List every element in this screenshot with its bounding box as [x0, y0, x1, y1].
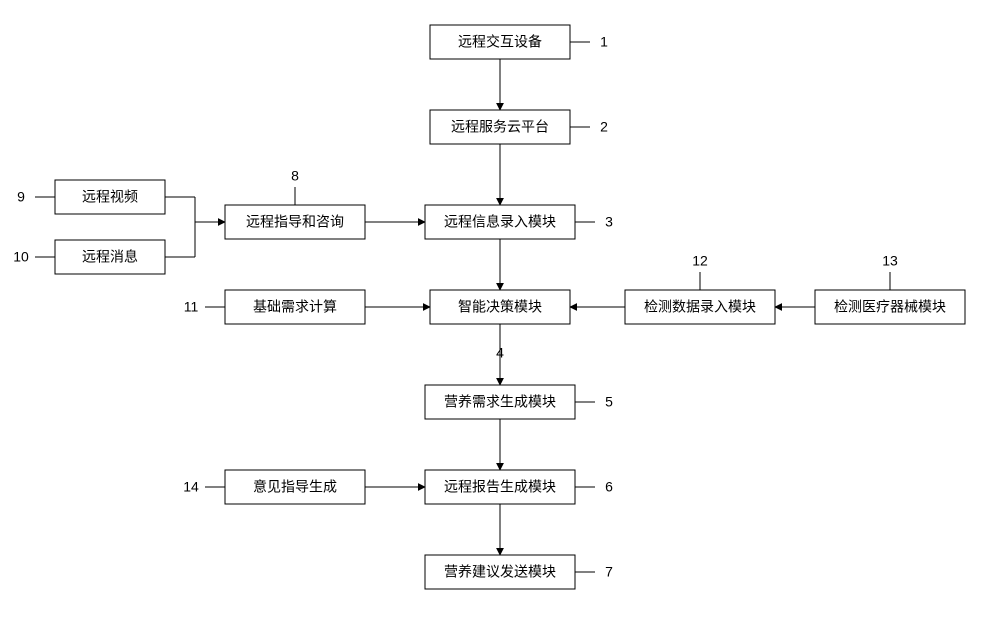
- node-label: 检测数据录入模块: [644, 299, 756, 315]
- node-n14: 意见指导生成 14: [183, 470, 365, 504]
- node-number: 12: [692, 253, 708, 269]
- node-label: 远程信息录入模块: [444, 214, 556, 230]
- node-n3: 远程信息录入模块 3: [425, 205, 613, 239]
- node-label: 营养需求生成模块: [444, 394, 556, 410]
- node-number: 13: [882, 253, 898, 269]
- node-label: 远程视频: [82, 189, 138, 205]
- node-label: 意见指导生成: [253, 479, 337, 495]
- node-number: 6: [605, 479, 613, 495]
- node-label: 远程报告生成模块: [444, 479, 556, 495]
- node-label: 远程交互设备: [458, 34, 542, 50]
- node-n1: 远程交互设备 1: [430, 25, 608, 59]
- node-number: 4: [496, 345, 504, 361]
- node-n10: 远程消息 10: [13, 240, 165, 274]
- node-number: 9: [17, 189, 25, 205]
- node-label: 检测医疗器械模块: [834, 299, 946, 315]
- node-n8: 远程指导和咨询 8: [225, 168, 365, 239]
- node-number: 8: [291, 168, 299, 184]
- node-label: 远程服务云平台: [451, 119, 549, 135]
- node-number: 11: [184, 299, 199, 315]
- node-n2: 远程服务云平台 2: [430, 110, 608, 144]
- node-n6: 远程报告生成模块 6: [425, 470, 613, 504]
- node-number: 2: [600, 119, 608, 135]
- node-number: 1: [600, 34, 608, 50]
- node-number: 3: [605, 214, 613, 230]
- node-number: 10: [13, 249, 29, 265]
- node-label: 远程指导和咨询: [246, 214, 344, 230]
- node-label: 营养建议发送模块: [444, 564, 556, 580]
- node-n12: 检测数据录入模块 12: [625, 253, 775, 324]
- node-number: 5: [605, 394, 613, 410]
- node-n9: 远程视频 9: [17, 180, 165, 214]
- node-label: 智能决策模块: [458, 299, 542, 315]
- node-label: 基础需求计算: [253, 299, 337, 315]
- node-n4: 智能决策模块 4: [430, 290, 570, 361]
- node-label: 远程消息: [82, 249, 138, 265]
- node-number: 7: [605, 564, 613, 580]
- node-n13: 检测医疗器械模块 13: [815, 253, 965, 324]
- node-n11: 基础需求计算 11: [184, 290, 365, 324]
- node-number: 14: [183, 479, 199, 495]
- flowchart: 远程交互设备 1 远程服务云平台 2 远程信息录入模块 3 智能决策模块 4 营养需求生成模块 5…: [0, 0, 1000, 625]
- nodes-layer: 远程交互设备 1 远程服务云平台 2 远程信息录入模块 3 智能决策模块 4 营养需求生成模块 5…: [13, 25, 965, 589]
- node-n5: 营养需求生成模块 5: [425, 385, 613, 419]
- node-n7: 营养建议发送模块 7: [425, 555, 613, 589]
